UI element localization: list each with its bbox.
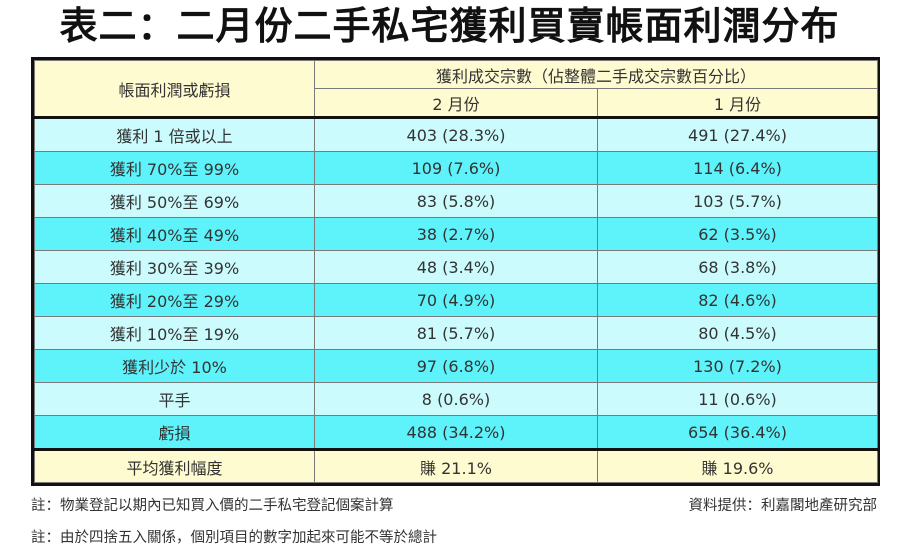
group-header: 獲利成交宗數（佔整體二手成交宗數百分比）	[313, 60, 879, 89]
table-row: 獲利 30%至 39% 48 (3.4%) 68 (3.8%)	[34, 250, 879, 284]
summary-feb: 賺 21.1%	[314, 449, 598, 483]
jan-value: 654 (36.4%)	[596, 415, 879, 451]
table-row: 獲利 40%至 49% 38 (2.7%) 62 (3.5%)	[34, 217, 879, 251]
feb-value: 81 (5.7%)	[314, 316, 598, 350]
feb-value: 48 (3.4%)	[314, 250, 598, 284]
summary-row: 平均獲利幅度 賺 21.1% 賺 19.6%	[34, 449, 879, 483]
row-label: 獲利 10%至 19%	[34, 316, 315, 350]
feb-value: 403 (28.3%)	[314, 117, 598, 152]
data-source: 資料提供：利嘉閣地產研究部	[688, 498, 878, 514]
table-row: 獲利少於 10% 97 (6.8%) 130 (7.2%)	[34, 349, 879, 383]
table-row: 平手 8 (0.6%) 11 (0.6%)	[34, 382, 879, 416]
row-label-header: 帳面利潤或虧損	[34, 60, 315, 119]
table-row: 獲利 10%至 19% 81 (5.7%) 80 (4.5%)	[34, 316, 879, 350]
table-row: 獲利 1 倍或以上 403 (28.3%) 491 (27.4%)	[34, 117, 879, 152]
feb-value: 109 (7.6%)	[314, 151, 598, 185]
table-row: 獲利 50%至 69% 83 (5.8%) 103 (5.7%)	[34, 184, 879, 218]
jan-value: 491 (27.4%)	[596, 117, 879, 152]
feb-value: 8 (0.6%)	[314, 382, 598, 416]
jan-value: 82 (4.6%)	[596, 283, 879, 317]
row-label: 獲利少於 10%	[34, 349, 315, 383]
row-label: 虧損	[34, 415, 315, 451]
row-label: 獲利 30%至 39%	[34, 250, 315, 284]
jan-value: 62 (3.5%)	[596, 217, 879, 251]
footnote: 註：由於四捨五入關係，個別項目的數字加起來可能不等於總計	[31, 530, 437, 546]
table-row: 獲利 20%至 29% 70 (4.9%) 82 (4.6%)	[34, 283, 879, 317]
jan-value: 114 (6.4%)	[596, 151, 879, 185]
jan-value: 130 (7.2%)	[596, 349, 879, 383]
jan-value: 11 (0.6%)	[596, 382, 879, 416]
profit-distribution-table: 帳面利潤或虧損 獲利成交宗數（佔整體二手成交宗數百分比） 2 月份 1 月份 獲…	[31, 57, 880, 486]
row-label: 獲利 50%至 69%	[34, 184, 315, 218]
column-header-jan: 1 月份	[596, 88, 879, 119]
feb-value: 70 (4.9%)	[314, 283, 598, 317]
row-label: 獲利 20%至 29%	[34, 283, 315, 317]
summary-jan: 賺 19.6%	[596, 449, 879, 483]
feb-value: 97 (6.8%)	[314, 349, 598, 383]
footnote: 註：物業登記以期內已知買入價的二手私宅登記個案計算	[31, 498, 394, 514]
table-row: 獲利 70%至 99% 109 (7.6%) 114 (6.4%)	[34, 151, 879, 185]
jan-value: 68 (3.8%)	[596, 250, 879, 284]
row-label: 平手	[34, 382, 315, 416]
jan-value: 103 (5.7%)	[596, 184, 879, 218]
column-header-feb: 2 月份	[314, 88, 598, 119]
summary-label: 平均獲利幅度	[34, 449, 315, 483]
row-label: 獲利 1 倍或以上	[34, 117, 315, 152]
feb-value: 83 (5.8%)	[314, 184, 598, 218]
row-label: 獲利 70%至 99%	[34, 151, 315, 185]
page-title: 表二：二月份二手私宅獲利買賣帳面利潤分布	[59, 4, 840, 48]
feb-value: 488 (34.2%)	[314, 415, 598, 451]
feb-value: 38 (2.7%)	[314, 217, 598, 251]
jan-value: 80 (4.5%)	[596, 316, 879, 350]
table-row: 虧損 488 (34.2%) 654 (36.4%)	[34, 415, 879, 451]
row-label: 獲利 40%至 49%	[34, 217, 315, 251]
